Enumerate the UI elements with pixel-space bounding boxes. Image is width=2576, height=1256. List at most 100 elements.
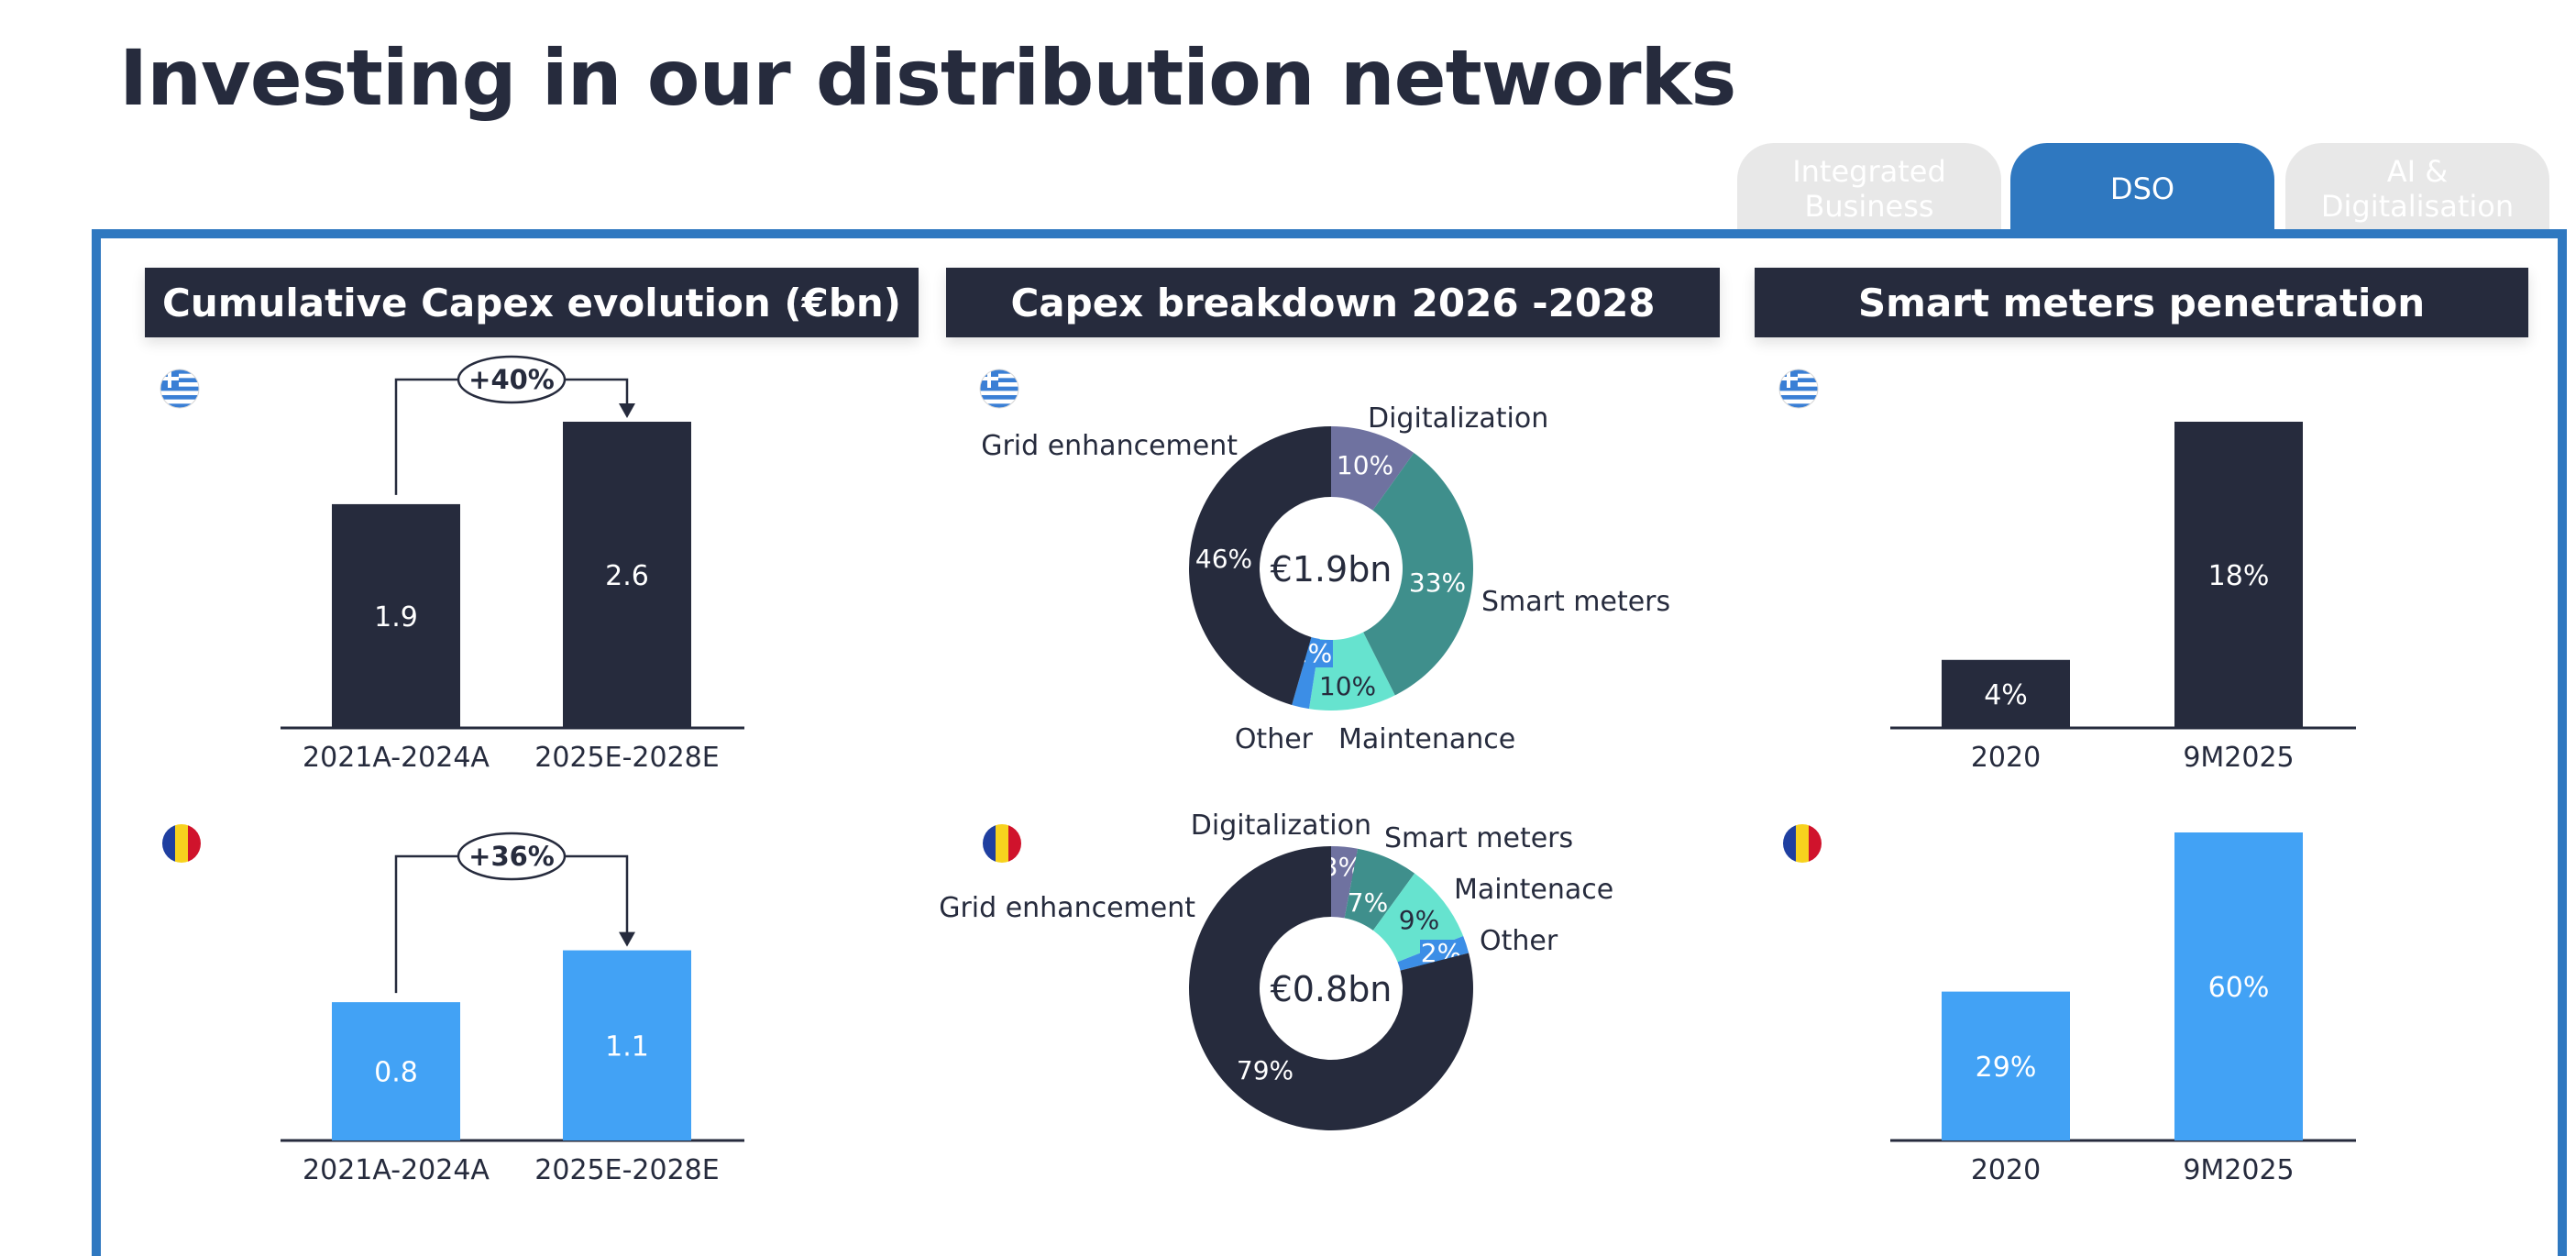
x-tick-label: 9M2025 bbox=[2183, 742, 2294, 774]
growth-arrowhead bbox=[619, 931, 635, 947]
slice-value-label: 7% bbox=[1348, 887, 1388, 918]
flag-stripe bbox=[1779, 382, 1818, 388]
slice-category-label: Maintenance bbox=[1338, 723, 1515, 755]
donut-center-label: €1.9bn bbox=[1271, 549, 1393, 589]
slice-value-label: 33% bbox=[1409, 567, 1466, 598]
flag-stripe bbox=[160, 386, 199, 391]
greece-flag-icon bbox=[980, 369, 1018, 408]
tab-dso[interactable]: DSO bbox=[2010, 143, 2274, 229]
bar-value-label: 0.8 bbox=[374, 1057, 418, 1089]
flag-band bbox=[1809, 824, 1822, 863]
panel-header-smart-meters: Smart meters penetration bbox=[1755, 268, 2528, 337]
slice-value-label: 9% bbox=[1399, 905, 1439, 935]
flag-band bbox=[996, 824, 1009, 863]
slice-category-label: Digitalization bbox=[1191, 810, 1371, 842]
growth-label: +36% bbox=[468, 841, 555, 872]
donut-slice bbox=[1188, 846, 1473, 1131]
slice-value-label: 10% bbox=[1337, 450, 1393, 480]
tab-ai-digitalisation[interactable]: AI & Digitalisation bbox=[2285, 143, 2549, 229]
slice-category-label: Smart meters bbox=[1384, 822, 1573, 854]
flag-cross bbox=[987, 369, 991, 388]
slice-value-label: 79% bbox=[1237, 1055, 1294, 1085]
flag-band bbox=[188, 824, 201, 863]
bar-value-label: 29% bbox=[1976, 1052, 2037, 1084]
slice-category-label: Grid enhancement bbox=[939, 892, 1195, 924]
slice-category-label: Other bbox=[1235, 723, 1314, 755]
growth-arrowhead bbox=[619, 403, 635, 418]
bar bbox=[1942, 991, 2070, 1140]
flag-stripe bbox=[1779, 391, 1818, 396]
donut-slice bbox=[1189, 426, 1331, 705]
flag-stripe bbox=[1779, 386, 1818, 391]
tab-label: Integrated Business bbox=[1792, 154, 1946, 224]
x-tick-label: 2020 bbox=[1971, 1154, 2041, 1186]
x-tick-label: 2021A-2024A bbox=[303, 742, 490, 774]
flag-stripe bbox=[1779, 378, 1818, 383]
flag-cross bbox=[1787, 369, 1790, 388]
flag-band bbox=[983, 824, 996, 863]
bar bbox=[2174, 832, 2303, 1140]
slice-category-label: Smart meters bbox=[1481, 586, 1670, 618]
slice-category-label: Grid enhancement bbox=[981, 430, 1238, 462]
flag-stripe bbox=[980, 373, 1018, 379]
flag-stripe bbox=[160, 382, 199, 388]
flag-stripe bbox=[1779, 403, 1818, 408]
flag-stripe bbox=[980, 395, 1018, 401]
flag-stripe bbox=[160, 403, 199, 408]
panel-header-capex-evolution: Cumulative Capex evolution (€bn) bbox=[145, 268, 919, 337]
growth-label: +40% bbox=[468, 364, 555, 395]
flag-stripe bbox=[1779, 369, 1818, 375]
flag-stripe bbox=[980, 403, 1018, 408]
donut-slice bbox=[1363, 453, 1473, 696]
growth-badge bbox=[457, 355, 567, 404]
slice-value-label: 46% bbox=[1195, 544, 1252, 574]
donut-slice bbox=[1344, 848, 1415, 931]
flag-stripe bbox=[980, 369, 1018, 375]
flag-stripe bbox=[980, 391, 1018, 396]
flag-stripe bbox=[980, 382, 1018, 388]
slice-category-label: Digitalization bbox=[1368, 402, 1548, 435]
bar-value-label: 4% bbox=[1984, 679, 2028, 711]
bar-value-label: 60% bbox=[2208, 972, 2270, 1004]
tab-label: DSO bbox=[2109, 171, 2175, 206]
flag-band bbox=[175, 824, 189, 863]
donut-slice bbox=[1331, 426, 1415, 511]
flag-band bbox=[1008, 824, 1021, 863]
slice-category-label: Other bbox=[1480, 925, 1558, 957]
x-tick-label: 2020 bbox=[1971, 742, 2041, 774]
x-tick-label: 9M2025 bbox=[2183, 1154, 2294, 1186]
page-title: Investing in our distribution networks bbox=[119, 33, 1736, 123]
tab-integrated-business[interactable]: Integrated Business bbox=[1737, 143, 2001, 229]
bar-value-label: 1.9 bbox=[374, 601, 418, 634]
flag-band bbox=[162, 824, 176, 863]
growth-badge bbox=[457, 832, 567, 881]
flag-border bbox=[160, 369, 200, 409]
flag-stripe bbox=[980, 386, 1018, 391]
flag-stripe bbox=[1779, 373, 1818, 379]
donut-center-label: €0.8bn bbox=[1271, 969, 1393, 1009]
bar-value-label: 1.1 bbox=[605, 1030, 649, 1063]
panel-header-capex-breakdown: Capex breakdown 2026 -2028 bbox=[946, 268, 1720, 337]
flag-stripe bbox=[160, 378, 199, 383]
flag-stripe bbox=[1779, 399, 1818, 404]
bar bbox=[1942, 659, 2070, 728]
bar bbox=[563, 422, 691, 728]
flag-border bbox=[1778, 369, 1819, 409]
flag-stripe bbox=[980, 378, 1018, 383]
romania-flag-icon bbox=[983, 824, 1021, 863]
flag-band bbox=[1783, 824, 1797, 863]
bar bbox=[2174, 422, 2303, 728]
greece-flag-icon bbox=[1779, 369, 1818, 408]
x-tick-label: 2025E-2028E bbox=[534, 1154, 719, 1186]
flag-cross bbox=[168, 369, 171, 388]
slice-category-label: Maintenace bbox=[1454, 874, 1613, 906]
bar-value-label: 2.6 bbox=[605, 560, 649, 592]
flag-band bbox=[1796, 824, 1810, 863]
tab-label: AI & Digitalisation bbox=[2320, 154, 2515, 224]
bar-value-label: 18% bbox=[2208, 560, 2270, 592]
flag-stripe bbox=[1779, 395, 1818, 401]
flag-stripe bbox=[160, 369, 199, 375]
slice-value-label: 10% bbox=[1319, 671, 1376, 701]
flag-stripe bbox=[160, 391, 199, 396]
